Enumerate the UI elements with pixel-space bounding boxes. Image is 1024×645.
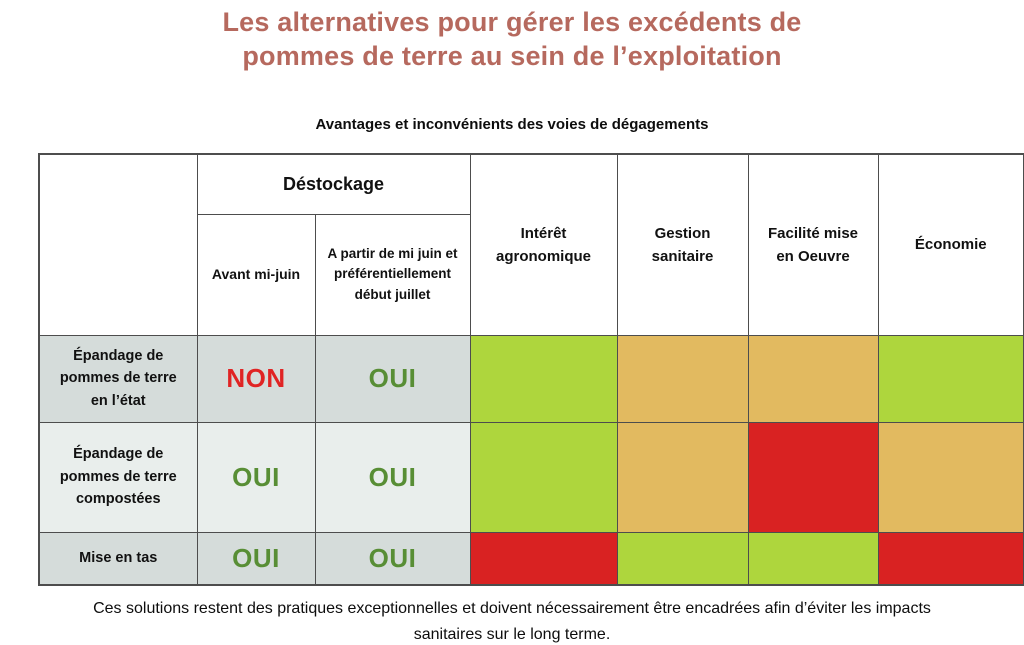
table-row-epandage-en-letat: Épandage de pommes de terre en l’état NO… — [38, 334, 1024, 423]
table-row-mise-en-tas: Mise en tas OUI OUI — [38, 531, 1024, 586]
col-header-gestion-sanitaire: Gestion sanitaire — [616, 153, 749, 336]
footer-note-text: Ces solutions restent des pratiques exce… — [93, 600, 931, 643]
page-title: Les alternatives pour gérer les excédent… — [0, 5, 1024, 73]
table-subtitle: Avantages et inconvénients des voies de … — [315, 116, 709, 133]
row-label: Épandage de pommes de terre en l’état — [38, 334, 198, 423]
header-row-sub: Avant mi-juin A partir de mi juin et pré… — [39, 213, 1024, 336]
decision-cell: OUI — [196, 531, 316, 586]
rating-cell-interet — [469, 421, 618, 533]
footer-note: Ces solutions restent des pratiques exce… — [0, 596, 1024, 645]
page-title-line2: pommes de terre au sein de l’exploitatio… — [242, 41, 782, 71]
col-header-economie: Économie — [877, 153, 1024, 336]
col-header-avant-mi-juin: Avant mi-juin — [196, 213, 316, 336]
rating-cell-interet — [469, 531, 618, 586]
table-row-epandage-compostees: Épandage de pommes de terre compostées O… — [38, 421, 1024, 533]
destockage-group-header: Déstockage — [196, 153, 471, 215]
rating-cell-economie — [877, 334, 1024, 423]
decision-cell: OUI — [314, 531, 471, 586]
decision-cell: OUI — [314, 334, 471, 423]
col-header-facilite-mise-en-oeuvre: Facilité mise en Oeuvre — [747, 153, 879, 336]
rating-cell-facilite — [747, 421, 879, 533]
col-header-a-partir-mi-juin: A partir de mi juin et préférentiellemen… — [314, 213, 471, 336]
corner-cell — [38, 153, 198, 336]
rating-cell-gestion — [616, 531, 749, 586]
row-label: Épandage de pommes de terre compostées — [38, 421, 198, 533]
rating-cell-facilite — [747, 334, 879, 423]
comparison-table: Déstockage Intérêt agronomique Gestion s… — [38, 153, 1024, 586]
decision-cell: OUI — [196, 421, 316, 533]
decision-cell: NON — [196, 334, 316, 423]
row-label: Mise en tas — [38, 531, 198, 586]
rating-cell-economie — [877, 421, 1024, 533]
page-title-line1: Les alternatives pour gérer les excédent… — [222, 7, 802, 37]
rating-cell-gestion — [616, 334, 749, 423]
header-row-top: Déstockage Intérêt agronomique Gestion s… — [38, 153, 1024, 336]
rating-cell-gestion — [616, 421, 749, 533]
col-header-interet-agronomique: Intérêt agronomique — [469, 153, 618, 336]
rating-cell-facilite — [747, 531, 879, 586]
decision-cell: OUI — [314, 421, 471, 533]
rating-cell-interet — [469, 334, 618, 423]
rating-cell-economie — [877, 531, 1024, 586]
